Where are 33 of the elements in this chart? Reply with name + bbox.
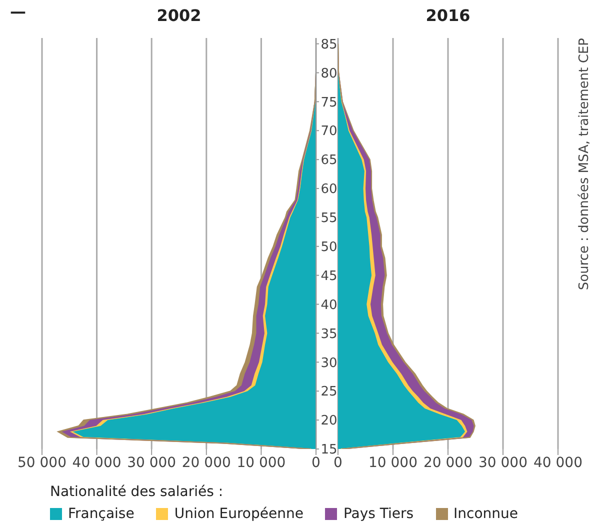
- x-tick-label: 40 000: [72, 454, 122, 471]
- y-tick-label: 45: [320, 268, 338, 284]
- chart-title: 2002: [156, 6, 202, 25]
- y-tick-label: 40: [320, 298, 338, 313]
- source-note: Source : données MSA, traitement CEP: [577, 38, 592, 290]
- legend-label: Inconnue: [454, 506, 518, 522]
- legend-label: Française: [68, 506, 134, 522]
- x-tick-label: 30 000: [127, 454, 176, 471]
- legend-label: Union Européenne: [174, 506, 304, 522]
- y-tick-label: 35: [320, 326, 338, 342]
- legend-label: Pays Tiers: [343, 506, 414, 522]
- y-tick-label: 75: [320, 95, 338, 110]
- y-tick-label: 65: [320, 153, 338, 168]
- x-tick-label: 30 000: [478, 454, 528, 471]
- y-tick-label: 60: [320, 182, 338, 198]
- x-tick-label: 20 000: [182, 454, 231, 471]
- y-tick-label: 70: [320, 124, 338, 140]
- legend-title: Nationalité des salariés :: [50, 484, 224, 500]
- y-tick-label: 25: [320, 384, 338, 400]
- x-tick-label: 50 000: [18, 454, 66, 471]
- y-tick-label: 85: [320, 37, 338, 52]
- y-tick-label: 20: [320, 414, 338, 429]
- chart-title: 2016: [424, 6, 472, 25]
- y-tick-label: 55: [320, 211, 338, 226]
- text: —: [10, 2, 26, 21]
- y-tick-label: 30: [320, 356, 338, 371]
- y-tick-label: 50: [320, 240, 338, 256]
- x-tick-label: 10 000: [236, 454, 286, 471]
- x-tick-label: 10 000: [368, 454, 418, 471]
- x-tick-label: 20 000: [424, 454, 472, 471]
- x-tick-label: 40 000: [534, 454, 582, 471]
- x-tick-label: 0: [312, 454, 320, 471]
- y-tick-label: 80: [320, 66, 338, 82]
